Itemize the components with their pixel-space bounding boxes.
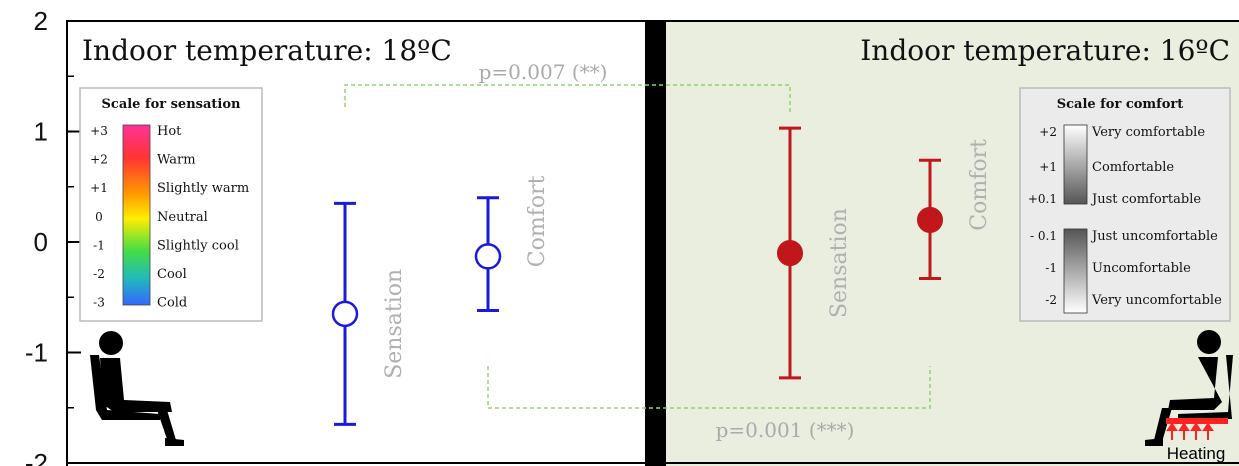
- sensation-legend: Scale for sensation +3 Hot +2 Warm +1 Slightl…: [79, 87, 263, 322]
- sensation-legend-title: Scale for sensation: [102, 97, 241, 112]
- panel-divider: [645, 20, 666, 466]
- y-axis: 2 1 0 -1 -2: [25, 6, 81, 466]
- comfort-negative-bar: [1063, 228, 1088, 314]
- point-0-sensation: Sensation: [331, 201, 407, 426]
- mean-marker: [331, 300, 359, 328]
- seated-person-icon: [90, 331, 184, 446]
- y-tick-label: 2: [34, 6, 48, 36]
- sensation-value: -2: [93, 267, 105, 281]
- heating-label: Heating: [1167, 444, 1226, 463]
- sensation-label: Slightly warm: [157, 181, 249, 196]
- point-label: Sensation: [827, 208, 852, 318]
- sensation-label: Cold: [157, 296, 187, 311]
- panel-right-title: Indoor temperature: 16ºC: [860, 34, 1230, 67]
- sensation-value: -1: [93, 238, 105, 252]
- comfort-value: +2: [1039, 125, 1057, 139]
- comfort-label: Comfortable: [1092, 160, 1174, 175]
- comfort-label: Very uncomfortable: [1091, 293, 1222, 308]
- sensation-value: +2: [90, 153, 108, 167]
- bracket-comfort: [487, 366, 931, 409]
- point-1-comfort: Comfort: [917, 139, 992, 280]
- point-0-comfort: Comfort: [474, 175, 550, 313]
- sensation-value: +3: [90, 124, 108, 138]
- heat-arrows: [1166, 422, 1214, 440]
- sensation-label: Neutral: [157, 210, 208, 225]
- comfort-value: +0.1: [1028, 192, 1057, 206]
- point-label: Comfort: [967, 139, 992, 231]
- data-marks: Sensation Comfort Sensation Comfort: [331, 126, 992, 426]
- sensation-legend-box: [79, 87, 263, 322]
- point-1-sensation: Sensation: [777, 126, 852, 380]
- sensation-label: Warm: [157, 153, 196, 168]
- comfort-legend-title: Scale for comfort: [1057, 97, 1184, 112]
- y-tick-label: 0: [34, 227, 48, 257]
- comfort-label: Just comfortable: [1090, 192, 1201, 207]
- point-label: Comfort: [525, 175, 550, 267]
- comfort-positive-bar: [1063, 124, 1088, 205]
- comfort-label: Very comfortable: [1091, 125, 1205, 140]
- bracket-sensation: [344, 84, 791, 112]
- sensation-label: Hot: [157, 124, 182, 139]
- mean-marker: [917, 206, 943, 233]
- point-label: Sensation: [382, 269, 407, 379]
- sensation-label: Slightly cool: [157, 238, 239, 253]
- y-tick-label: -2: [25, 448, 48, 466]
- panel-left-title: Indoor temperature: 18ºC: [82, 34, 452, 67]
- mean-marker: [777, 240, 803, 267]
- comfort-legend: Scale for comfort +2 Very comfortable +1 Co…: [1019, 87, 1231, 322]
- sensation-gradient-bar: [122, 124, 151, 306]
- y-tick-label: 1: [34, 117, 48, 147]
- comfort-label: Uncomfortable: [1092, 261, 1191, 276]
- p-value-comfort: p=0.001 (***): [716, 418, 855, 442]
- comfort-value: - 0.1: [1030, 229, 1057, 243]
- p-value-sensation: p=0.007 (**): [479, 60, 608, 84]
- comfort-legend-box: [1019, 87, 1231, 322]
- sensation-value: 0: [95, 210, 103, 224]
- comfort-value: +1: [1039, 160, 1057, 174]
- comfort-label: Just uncomfortable: [1090, 229, 1218, 244]
- sensation-label: Cool: [157, 267, 187, 282]
- sensation-value: +1: [90, 181, 108, 195]
- sensation-value: -3: [93, 296, 105, 310]
- heated-seat-person-icon: Heating: [1145, 330, 1233, 463]
- comfort-value: -2: [1045, 293, 1057, 307]
- y-tick-label: -1: [25, 338, 48, 368]
- comfort-value: -1: [1045, 261, 1057, 275]
- mean-marker: [474, 243, 502, 270]
- heating-pad: [1166, 418, 1228, 424]
